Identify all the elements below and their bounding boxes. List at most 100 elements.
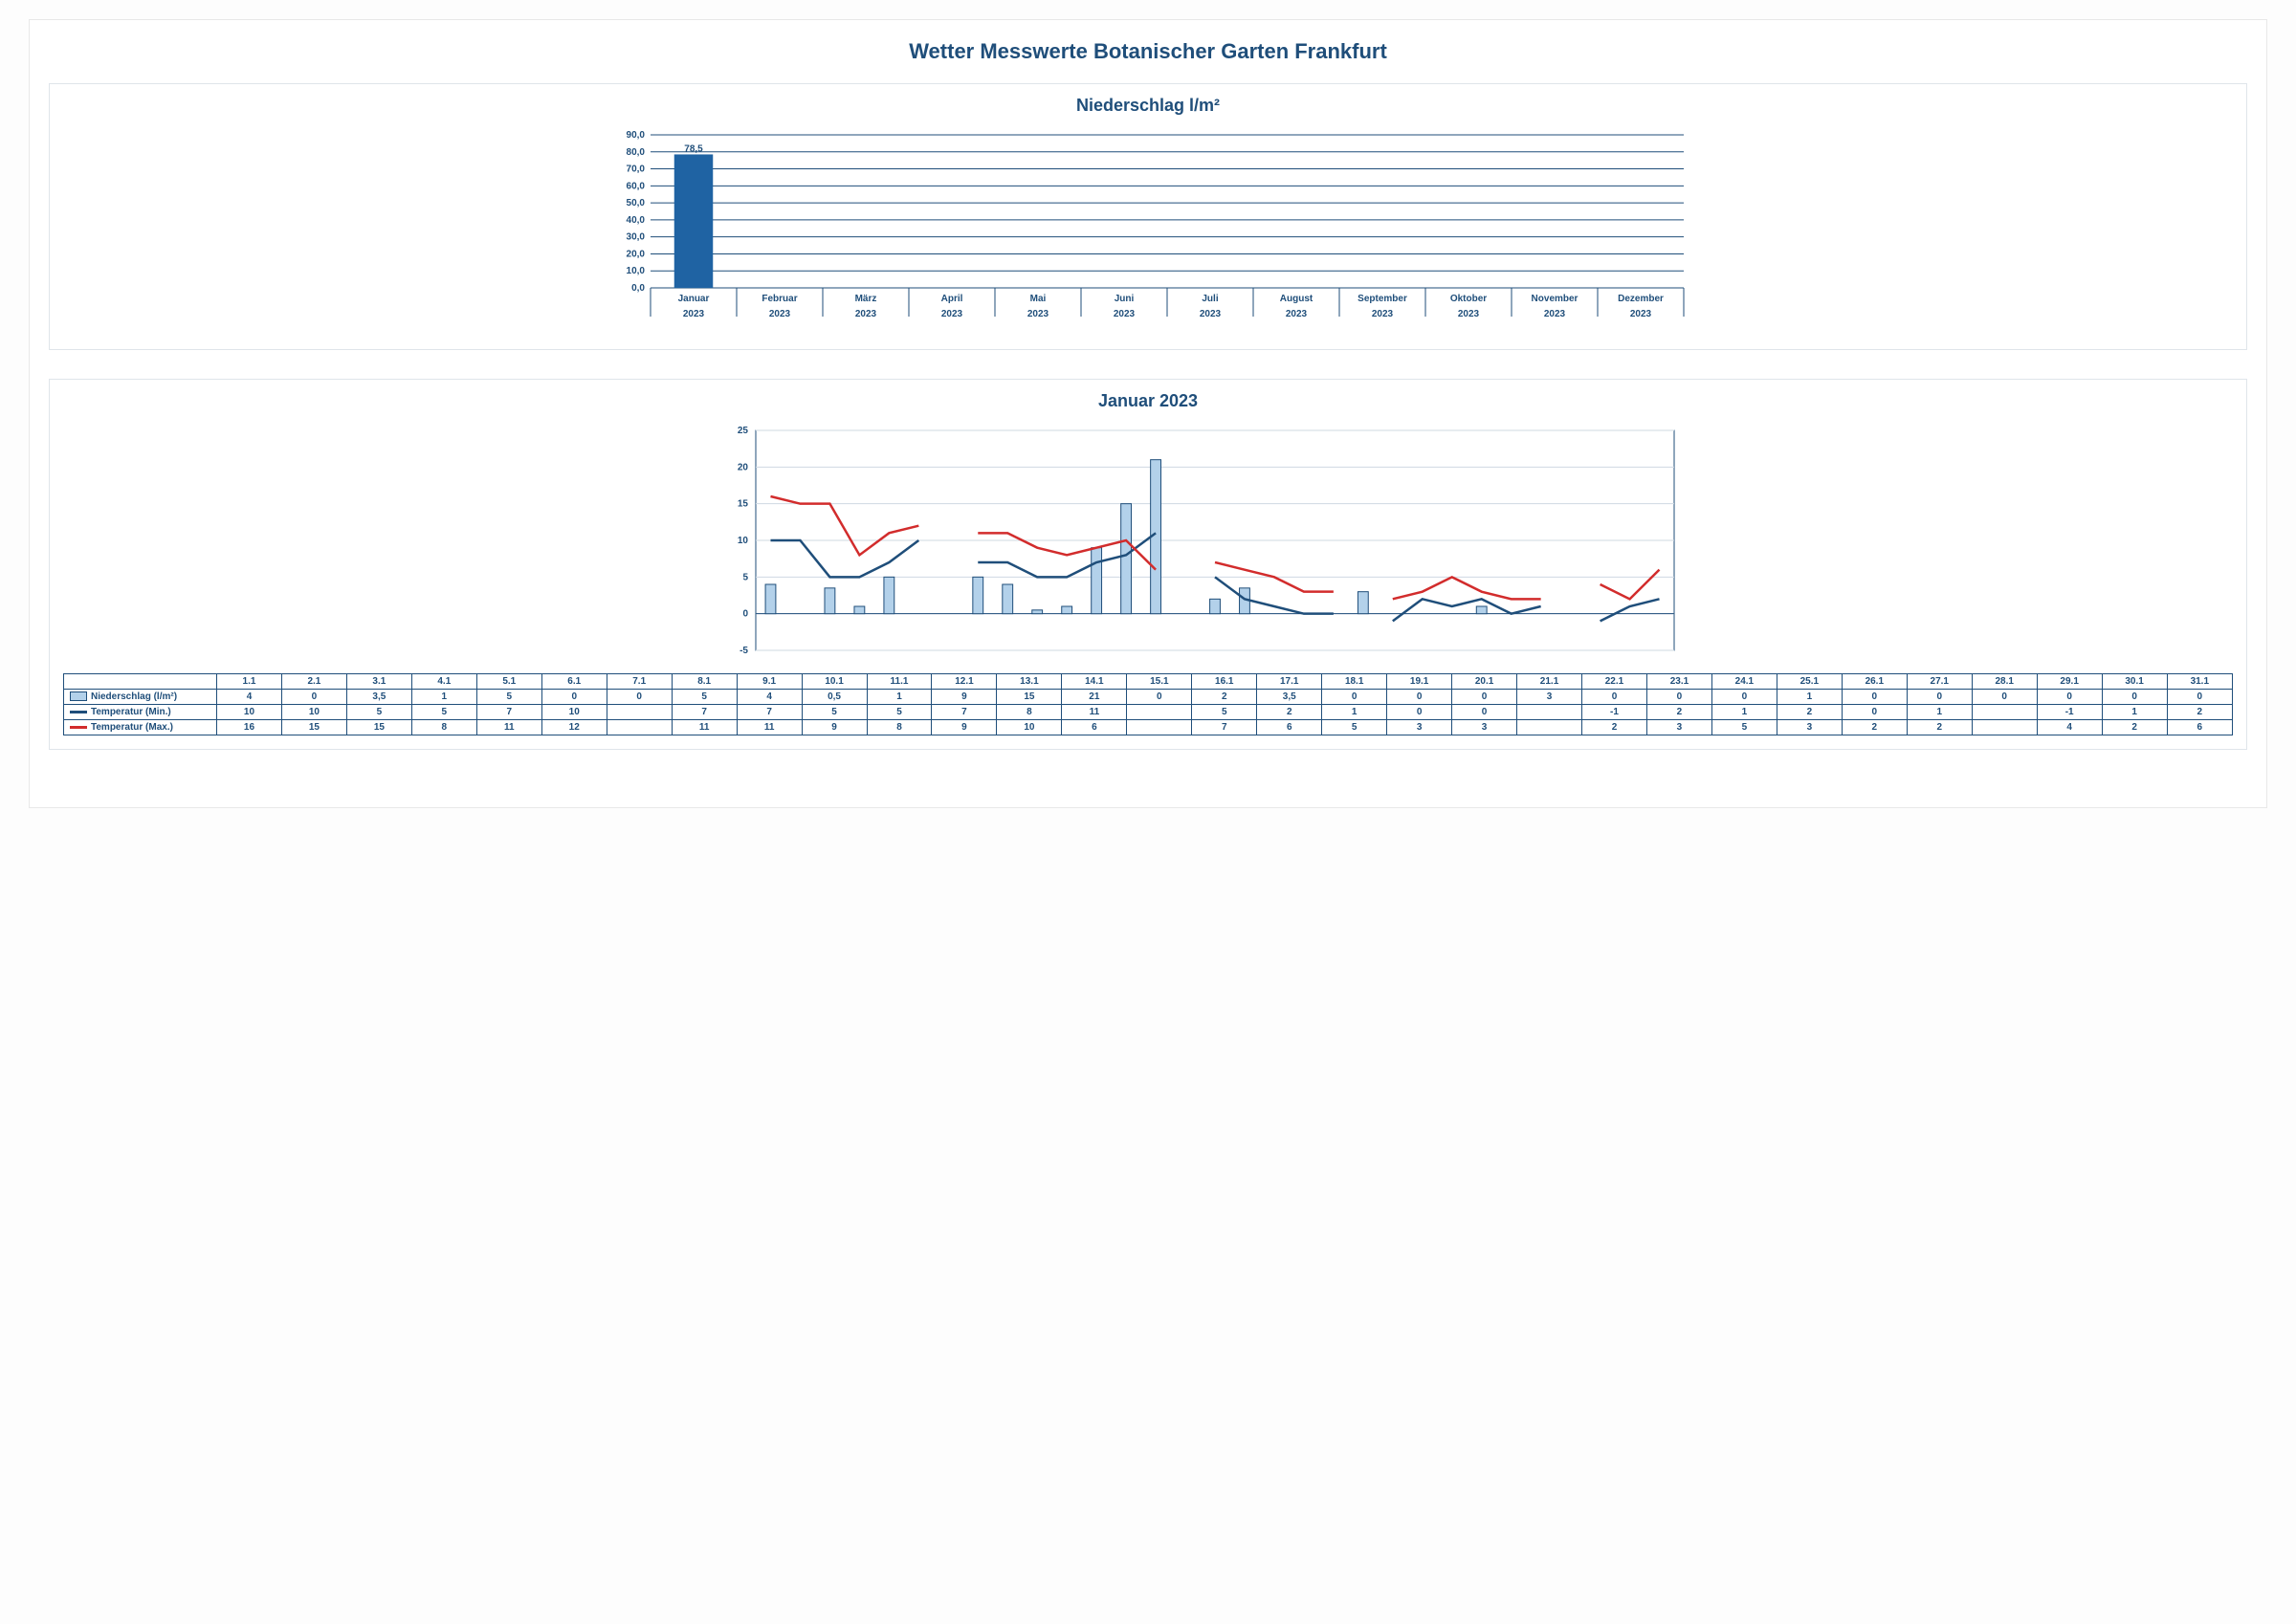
svg-text:-5: -5 (740, 646, 748, 656)
svg-text:August: August (1280, 294, 1314, 304)
tmin-cell: 5 (1192, 705, 1257, 720)
tmax-cell: 5 (1322, 720, 1387, 735)
day-header: 26.1 (1842, 674, 1907, 690)
tmin-cell: 7 (672, 705, 737, 720)
precip-cell: 0 (2102, 690, 2167, 705)
page-title: Wetter Messwerte Botanischer Garten Fran… (49, 39, 2247, 64)
tmin-cell: 1 (1711, 705, 1777, 720)
day-header: 30.1 (2102, 674, 2167, 690)
day-header: 14.1 (1062, 674, 1127, 690)
tmax-cell: 11 (672, 720, 737, 735)
tmax-cell: 2 (1907, 720, 1972, 735)
svg-text:30,0: 30,0 (627, 232, 646, 243)
precip-cell: 0 (1646, 690, 1711, 705)
svg-text:Oktober: Oktober (1450, 294, 1487, 304)
precip-cell: 0 (1582, 690, 1647, 705)
svg-text:2023: 2023 (941, 309, 963, 319)
precip-cell: 21 (1062, 690, 1127, 705)
svg-text:Juli: Juli (1202, 294, 1218, 304)
tmax-cell: 4 (2037, 720, 2102, 735)
tmax-cell: 12 (541, 720, 607, 735)
precip-cell: 15 (997, 690, 1062, 705)
day-header: 20.1 (1452, 674, 1517, 690)
day-header: 29.1 (2037, 674, 2102, 690)
svg-text:2023: 2023 (855, 309, 877, 319)
tmax-cell: 11 (476, 720, 541, 735)
legend-tmax: Temperatur (Max.) (64, 720, 217, 735)
svg-text:2023: 2023 (1630, 309, 1652, 319)
svg-text:60,0: 60,0 (627, 181, 646, 191)
day-header: 25.1 (1777, 674, 1842, 690)
tmax-cell: 6 (2167, 720, 2232, 735)
svg-text:2023: 2023 (1544, 309, 1566, 319)
day-header: 1.1 (217, 674, 282, 690)
precip-cell: 0 (607, 690, 672, 705)
combo-chart: -50510152025 (63, 421, 2233, 669)
day-header: 8.1 (672, 674, 737, 690)
svg-text:78,5: 78,5 (684, 143, 703, 154)
day-header: 22.1 (1582, 674, 1647, 690)
bar-chart-frame: Niederschlag l/m² 0,010,020,030,040,050,… (49, 83, 2247, 350)
precip-cell: 5 (476, 690, 541, 705)
precip-cell: 5 (672, 690, 737, 705)
tmax-cell: 9 (802, 720, 867, 735)
tmax-cell: 5 (1711, 720, 1777, 735)
svg-text:90,0: 90,0 (627, 130, 646, 141)
svg-text:2023: 2023 (1286, 309, 1308, 319)
precip-cell: 4 (737, 690, 802, 705)
svg-text:Juni: Juni (1115, 294, 1135, 304)
precip-cell: 4 (217, 690, 282, 705)
tmin-cell: 0 (1452, 705, 1517, 720)
svg-text:2023: 2023 (1458, 309, 1480, 319)
tmin-cell: 10 (281, 705, 346, 720)
day-header: 6.1 (541, 674, 607, 690)
precip-cell: 0,5 (802, 690, 867, 705)
svg-text:Dezember: Dezember (1618, 294, 1664, 304)
tmin-cell: 5 (867, 705, 932, 720)
tmin-cell (607, 705, 672, 720)
svg-text:März: März (855, 294, 877, 304)
svg-text:70,0: 70,0 (627, 165, 646, 175)
precip-cell: 2 (1192, 690, 1257, 705)
day-header: 16.1 (1192, 674, 1257, 690)
svg-text:10: 10 (738, 536, 749, 546)
day-header: 15.1 (1127, 674, 1192, 690)
tmax-cell: 7 (1192, 720, 1257, 735)
tmax-cell: 3 (1452, 720, 1517, 735)
precip-cell: 0 (281, 690, 346, 705)
svg-text:25: 25 (738, 426, 749, 436)
svg-text:0,0: 0,0 (631, 283, 645, 294)
tmax-cell: 3 (1777, 720, 1842, 735)
day-header: 2.1 (281, 674, 346, 690)
tmin-cell: 1 (1907, 705, 1972, 720)
precip-cell: 0 (1711, 690, 1777, 705)
tmax-cell: 10 (997, 720, 1062, 735)
legend-tmin: Temperatur (Min.) (64, 705, 217, 720)
legend-precip: Niederschlag (l/m²) (64, 690, 217, 705)
precip-cell: 0 (1842, 690, 1907, 705)
precip-cell: 0 (1322, 690, 1387, 705)
day-header: 18.1 (1322, 674, 1387, 690)
tmin-cell: 10 (541, 705, 607, 720)
day-header: 24.1 (1711, 674, 1777, 690)
precip-cell: 0 (1127, 690, 1192, 705)
tmin-cell: 10 (217, 705, 282, 720)
precip-cell: 0 (1387, 690, 1452, 705)
svg-text:5: 5 (742, 572, 748, 582)
tmin-cell: 2 (1646, 705, 1711, 720)
svg-text:2023: 2023 (769, 309, 791, 319)
svg-text:2023: 2023 (1200, 309, 1222, 319)
tmax-cell: 3 (1646, 720, 1711, 735)
tmin-cell: 8 (997, 705, 1062, 720)
svg-text:2023: 2023 (683, 309, 705, 319)
day-header: 27.1 (1907, 674, 1972, 690)
precip-cell: 1 (1777, 690, 1842, 705)
day-header: 4.1 (411, 674, 476, 690)
tmin-cell (1127, 705, 1192, 720)
svg-text:Mai: Mai (1030, 294, 1047, 304)
precip-cell: 3,5 (346, 690, 411, 705)
svg-text:20,0: 20,0 (627, 249, 646, 259)
tmin-cell: -1 (1582, 705, 1647, 720)
tmin-cell (1517, 705, 1582, 720)
tmin-cell (1972, 705, 2037, 720)
